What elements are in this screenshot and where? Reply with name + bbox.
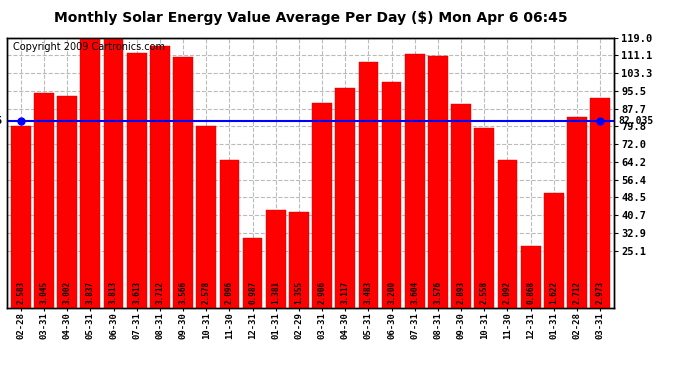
- Bar: [451, 104, 471, 308]
- Bar: [591, 98, 610, 308]
- Bar: [475, 128, 494, 308]
- Bar: [382, 82, 402, 308]
- Text: 3.483: 3.483: [364, 281, 373, 304]
- Text: 2.906: 2.906: [317, 281, 326, 304]
- Text: 2.973: 2.973: [595, 281, 604, 304]
- Text: 2.893: 2.893: [457, 281, 466, 304]
- Text: 3.117: 3.117: [341, 281, 350, 304]
- Text: 1.355: 1.355: [295, 281, 304, 304]
- Text: 1.381: 1.381: [271, 281, 280, 304]
- Text: 82.035: 82.035: [619, 116, 654, 126]
- Text: 2.712: 2.712: [573, 281, 582, 304]
- Text: 2.558: 2.558: [480, 281, 489, 304]
- Bar: [428, 56, 448, 308]
- Bar: [219, 160, 239, 308]
- Bar: [57, 96, 77, 308]
- Text: 3.613: 3.613: [132, 281, 141, 304]
- Bar: [544, 194, 564, 308]
- Text: 2.092: 2.092: [503, 281, 512, 304]
- Bar: [359, 62, 378, 308]
- Text: 2.096: 2.096: [225, 281, 234, 304]
- Text: 3.837: 3.837: [86, 281, 95, 304]
- Text: 3.712: 3.712: [155, 281, 164, 304]
- Text: 2.583: 2.583: [17, 281, 26, 304]
- Bar: [104, 39, 124, 308]
- Bar: [289, 212, 308, 308]
- Bar: [150, 46, 170, 308]
- Bar: [335, 88, 355, 308]
- Text: 82.035: 82.035: [0, 116, 2, 126]
- Text: 0.868: 0.868: [526, 281, 535, 304]
- Text: 0.987: 0.987: [248, 281, 257, 304]
- Text: 3.813: 3.813: [109, 281, 118, 304]
- Bar: [11, 126, 30, 308]
- Bar: [197, 126, 216, 308]
- Text: 2.578: 2.578: [201, 281, 210, 304]
- Text: 1.622: 1.622: [549, 281, 558, 304]
- Bar: [173, 57, 193, 308]
- Bar: [567, 117, 587, 308]
- Text: Monthly Solar Energy Value Average Per Day ($) Mon Apr 6 06:45: Monthly Solar Energy Value Average Per D…: [54, 11, 567, 25]
- Bar: [313, 103, 332, 308]
- Text: 3.604: 3.604: [411, 281, 420, 304]
- Text: 3.045: 3.045: [39, 281, 48, 304]
- Text: 3.200: 3.200: [387, 281, 396, 304]
- Bar: [81, 38, 100, 308]
- Text: 3.002: 3.002: [63, 281, 72, 304]
- Bar: [497, 160, 518, 308]
- Bar: [266, 210, 286, 308]
- Bar: [405, 54, 424, 307]
- Text: Copyright 2009 Cartronics.com: Copyright 2009 Cartronics.com: [13, 42, 165, 51]
- Text: 3.576: 3.576: [433, 281, 442, 304]
- Text: 3.566: 3.566: [179, 281, 188, 304]
- Bar: [521, 246, 540, 308]
- Bar: [34, 93, 54, 308]
- Bar: [127, 53, 146, 307]
- Bar: [243, 238, 262, 308]
